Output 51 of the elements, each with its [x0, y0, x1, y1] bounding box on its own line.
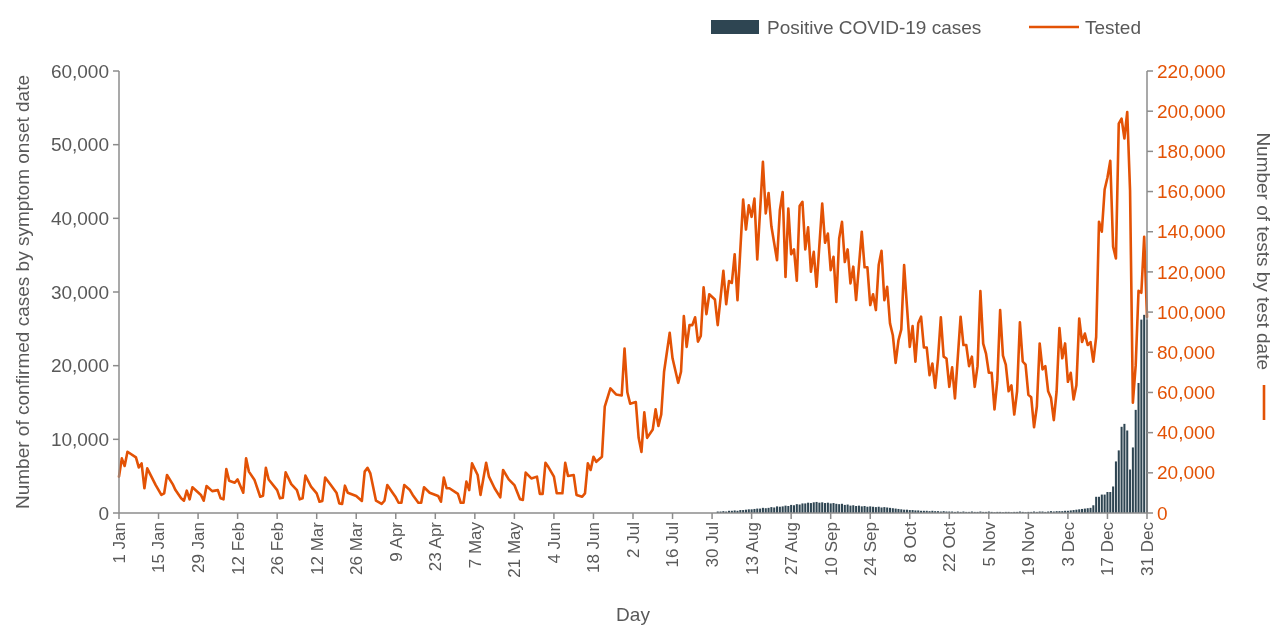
- y2-tick-label: 160,000: [1157, 181, 1226, 203]
- x-tick-label: 18 Jun: [584, 522, 604, 574]
- y-tick-label: 10,000: [50, 428, 109, 450]
- x-tick-label: 9 Apr: [386, 521, 406, 562]
- x-tick-label: 21 May: [505, 521, 525, 578]
- legend-label: Tested: [1085, 16, 1141, 38]
- y2-tick-label: 80,000: [1157, 341, 1216, 363]
- x-tick-label: 23 Apr: [426, 521, 446, 572]
- x-tick-label: 24 Sep: [861, 522, 881, 576]
- x-tick-label: 4 Jun: [544, 522, 564, 564]
- y2-tick-label: 100,000: [1157, 301, 1226, 323]
- y2-tick-label: 40,000: [1157, 422, 1216, 444]
- y-axis-title: Number of confirmed cases by symptom onset date: [11, 74, 33, 510]
- x-tick-label: 17 Dec: [1098, 521, 1118, 576]
- y2-tick-label: 200,000: [1157, 100, 1226, 122]
- x-tick-label: 26 Mar: [347, 521, 367, 575]
- y-tick-label: 60,000: [50, 60, 109, 82]
- x-tick-label: 13 Aug: [742, 522, 762, 575]
- x-tick-label: 16 Jul: [663, 522, 683, 568]
- y-tick-label: 50,000: [50, 134, 109, 156]
- x-axis-title: Day: [616, 604, 651, 625]
- y2-tick-label: 180,000: [1157, 141, 1226, 163]
- x-tick-label: 5 Nov: [979, 521, 999, 567]
- y2-tick-label: 120,000: [1157, 261, 1226, 283]
- x-tick-label: 22 Oct: [940, 521, 960, 573]
- x-tick-label: 31 Dec: [1137, 521, 1157, 576]
- x-tick-label: 3 Dec: [1058, 521, 1078, 567]
- x-tick-label: 8 Oct: [900, 521, 920, 563]
- x-tick-label: 10 Sep: [821, 522, 841, 576]
- x-tick-label: 7 May: [465, 521, 485, 569]
- x-tick-label: 1 Jan: [109, 522, 129, 564]
- y2-tick-label: 60,000: [1157, 382, 1216, 404]
- x-tick-label: 19 Nov: [1019, 521, 1039, 576]
- y2-tick-label: 140,000: [1157, 221, 1226, 243]
- y-tick-label: 30,000: [50, 281, 109, 303]
- x-tick-label: 12 Mar: [307, 521, 327, 575]
- y2-tick-label: 20,000: [1157, 462, 1216, 484]
- x-tick-label: 29 Jan: [189, 522, 209, 574]
- y-tick-label: 40,000: [50, 207, 109, 229]
- x-tick-label: 26 Feb: [268, 522, 288, 575]
- x-tick-label: 27 Aug: [782, 522, 802, 575]
- x-tick-label: 2 Jul: [623, 522, 643, 558]
- y2-axis-title: Number of tests by test date: [1253, 132, 1275, 370]
- x-tick-label: 12 Feb: [228, 522, 248, 575]
- y2-tick-label: 0: [1157, 502, 1168, 524]
- y2-tick-label: 220,000: [1157, 60, 1226, 82]
- x-tick-label: 15 Jan: [149, 522, 169, 574]
- y-tick-label: 0: [98, 502, 109, 524]
- x-tick-label: 30 Jul: [703, 522, 723, 568]
- y-tick-label: 20,000: [50, 355, 109, 377]
- legend-label: Positive COVID-19 cases: [767, 16, 982, 38]
